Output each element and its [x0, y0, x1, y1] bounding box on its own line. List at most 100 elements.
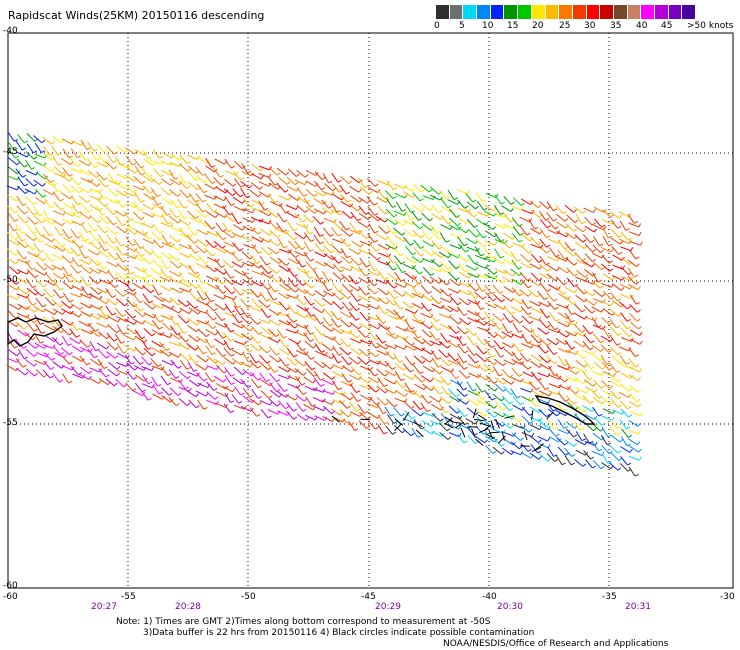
wind-barb-flag	[39, 213, 44, 217]
wind-barb	[242, 261, 253, 267]
wind-barb-flag	[528, 250, 533, 254]
wind-barb	[150, 159, 162, 165]
wind-barb-flag	[240, 392, 245, 396]
wind-barb	[403, 184, 413, 193]
wind-barb	[393, 255, 402, 265]
contamination-barb	[546, 411, 554, 420]
wind-barb	[251, 280, 262, 287]
wind-barb	[168, 244, 179, 251]
wind-barb	[510, 268, 520, 276]
wind-barb	[160, 366, 169, 377]
wind-barb-flag	[151, 333, 156, 337]
wind-barb	[141, 267, 149, 277]
wind-barb	[421, 222, 432, 231]
wind-barb	[43, 153, 53, 161]
wind-barb	[132, 390, 143, 397]
wind-barb	[474, 390, 483, 400]
wind-barb	[179, 262, 189, 269]
wind-barb	[601, 427, 609, 438]
wind-barb	[294, 179, 306, 186]
wind-barb-flag	[232, 192, 236, 196]
wind-barb-flag	[169, 327, 174, 331]
wind-barb-flag	[536, 387, 540, 391]
wind-barb	[134, 266, 145, 273]
wind-barb	[188, 291, 198, 301]
wind-barb	[188, 182, 198, 191]
wind-barb	[477, 211, 488, 217]
wind-barb	[610, 237, 621, 245]
wind-barb	[89, 241, 99, 250]
wind-barb	[548, 283, 559, 291]
wind-barb	[132, 211, 142, 221]
wind-barb	[79, 211, 89, 220]
wind-barb-flag	[302, 408, 307, 412]
wind-barb-flag	[112, 160, 117, 164]
lat-label: -60	[3, 581, 18, 591]
wind-barb	[430, 349, 438, 360]
wind-barb	[79, 339, 88, 348]
wind-barb	[322, 227, 331, 237]
wind-barb-flag	[589, 400, 594, 404]
wind-barb	[332, 183, 340, 193]
wind-barb-flag	[573, 401, 578, 405]
wind-barb-flag	[400, 378, 405, 381]
wind-barb-flag	[627, 306, 631, 310]
wind-barb	[538, 319, 547, 329]
wind-barb	[467, 272, 478, 278]
wind-barb	[150, 267, 160, 276]
wind-barb-flag	[636, 302, 641, 305]
wind-barb	[438, 189, 447, 199]
wind-barb-flag	[582, 463, 587, 467]
wind-barb-flag	[581, 309, 586, 313]
wind-barb-flag	[126, 281, 131, 286]
wind-barb	[314, 251, 325, 258]
wind-barb-flag	[284, 389, 288, 393]
wind-barb	[584, 216, 593, 226]
wind-barb	[6, 231, 16, 240]
wind-barb	[555, 455, 563, 465]
wind-barb	[258, 200, 265, 211]
wind-barb-flag	[546, 413, 551, 418]
wind-barb-flag	[113, 211, 117, 215]
wind-barb	[313, 208, 325, 215]
wind-barb-flag	[98, 315, 102, 320]
wind-barb-flag	[402, 293, 406, 297]
wind-barb	[620, 372, 631, 379]
wind-barb-flag	[313, 193, 318, 197]
wind-barb-flag	[332, 187, 337, 192]
wind-barb-flag	[448, 363, 453, 367]
wind-barb-flag	[114, 355, 119, 359]
wind-barb	[557, 355, 565, 366]
wind-barb	[331, 193, 342, 201]
wind-barb	[466, 381, 474, 392]
wind-barb	[160, 375, 168, 385]
wind-barb	[412, 390, 422, 399]
wind-barb-flag	[203, 407, 208, 410]
wind-barb	[186, 154, 198, 160]
wind-barb-flag	[411, 362, 416, 366]
wind-barb-flag	[104, 248, 109, 252]
wind-barb-flag	[248, 184, 253, 189]
wind-barb-flag	[266, 262, 271, 266]
wind-barb-flag	[24, 140, 29, 144]
wind-barb	[276, 212, 285, 223]
wind-barb	[106, 351, 116, 359]
wind-barb	[350, 392, 358, 402]
wind-barb	[196, 319, 207, 325]
wind-barb	[123, 210, 131, 221]
wind-barb-flag	[546, 288, 551, 292]
wind-barb	[531, 389, 541, 397]
wind-barb	[6, 257, 17, 265]
wind-barb-flag	[562, 291, 567, 295]
wind-barb	[600, 354, 608, 365]
wind-barb-flag	[518, 272, 523, 276]
wind-barb-flag	[499, 326, 504, 330]
wind-barb-flag	[573, 273, 578, 277]
wind-barb-flag	[445, 240, 450, 243]
wind-barb	[115, 378, 125, 388]
wind-barb	[477, 326, 488, 332]
wind-barb	[204, 320, 214, 330]
wind-barb-flag	[203, 190, 208, 194]
wind-barb	[258, 181, 269, 187]
wind-barb	[205, 210, 216, 219]
